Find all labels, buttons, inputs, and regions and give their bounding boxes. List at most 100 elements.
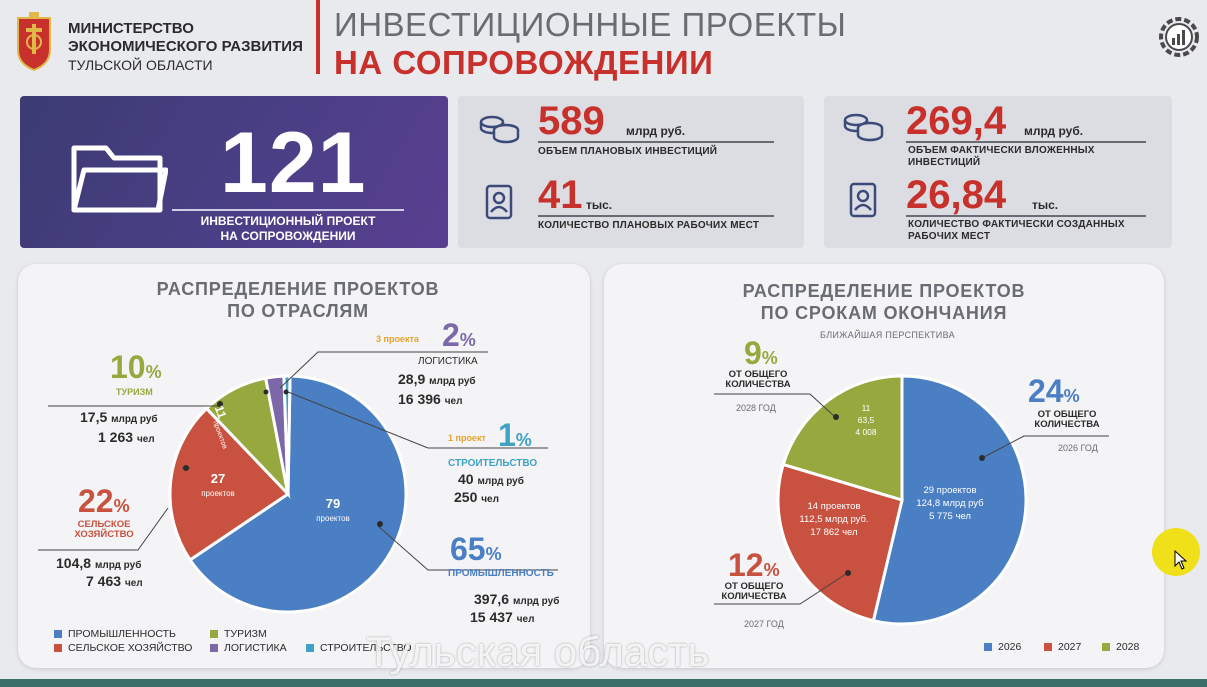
planned-investment-unit: млрд руб.: [626, 124, 686, 138]
pie-slice-2028: [781, 374, 904, 503]
actual-jobs-caption: КОЛИЧЕСТВО ФАКТИЧЕСКИ СОЗДАННЫХ РАБОЧИХ …: [908, 219, 1125, 243]
legend-swatch: [54, 630, 62, 638]
legend-swatch: [210, 644, 218, 652]
legend-label: 2026: [998, 641, 1022, 653]
legend-item-construction: СТРОИТЕЛЬСТВО: [306, 642, 412, 654]
coins-icon: [479, 115, 520, 144]
pie-slice-construction: [282, 374, 292, 495]
deadline-pie-chart: [714, 374, 1109, 626]
y2026-slice-line-1: 29 проектов: [923, 485, 977, 496]
industry-percent-sign: %: [485, 544, 502, 564]
legend-label: ПРОМЫШЛЕННОСТЬ: [68, 628, 176, 640]
legend-item-2026: 2026: [984, 641, 1021, 653]
agri-money-value: 104,8: [56, 555, 92, 571]
industry-title-line-1: РАСПРЕДЕЛЕНИЕ ПРОЕКТОВ: [156, 279, 440, 299]
y2027-slice-line-2: 112,5 млрд руб.: [799, 514, 869, 525]
actual-investment-caption-line-1: ОБЪЕМ ФАКТИЧЕСКИ ВЛОЖЕННЫХ: [908, 145, 1095, 156]
logistics-money-unit: млрд руб: [429, 376, 476, 387]
deadline-leader-dots: [833, 414, 985, 576]
agri-name: СЕЛЬСКОЕ ХОЗЯЙСТВО: [74, 519, 134, 541]
tourism-money: 17,5 млрд руб: [80, 409, 158, 425]
logistics-name: ЛОГИСТИКА: [418, 356, 478, 367]
logistics-percent-sign: %: [459, 330, 476, 350]
bottom-strip: [0, 679, 1207, 687]
actual-investment-value: 269,4: [906, 99, 1007, 143]
y2026-percent-value: 24: [1028, 373, 1064, 409]
industry-money: 397,6 млрд руб: [474, 591, 560, 607]
logistics-people-unit: чел: [444, 396, 463, 407]
agri-slice-count-label: проектов: [201, 489, 235, 498]
agri-people-unit: чел: [124, 578, 143, 589]
agri-percent-value: 22: [78, 483, 114, 519]
y2028-percent: 9%: [744, 335, 778, 371]
folder-icon: [71, 145, 168, 213]
pie-slice-2027: [776, 462, 904, 623]
agri-name-line-1: СЕЛЬСКОЕ: [77, 519, 131, 530]
legend-swatch: [54, 644, 62, 652]
industry-people-unit: чел: [516, 614, 535, 625]
coins-icon: [843, 113, 884, 142]
planned-jobs-value: 41: [538, 173, 583, 217]
y2028-slice-line-2: 63,5: [857, 415, 875, 425]
y2027-of-total: ОТ ОБЩЕГО КОЛИЧЕСТВА: [712, 581, 796, 603]
deadline-panel: РАСПРЕДЕЛЕНИЕ ПРОЕКТОВ ПО СРОКАМ ОКОНЧАН…: [604, 264, 1164, 668]
planned-investment-value: 589: [538, 99, 605, 143]
industry-money-value: 397,6: [474, 591, 510, 607]
construction-money-unit: млрд руб: [477, 476, 524, 487]
actual-investment-unit: млрд руб.: [1024, 124, 1084, 138]
region-emblem-icon: [17, 12, 51, 72]
projects-caption-line-1: ИНВЕСТИЦИОННЫЙ ПРОЕКТ: [200, 214, 376, 228]
construction-people-value: 250: [454, 489, 478, 505]
y2027-percent-sign: %: [763, 560, 780, 580]
construction-percent-value: 1: [498, 417, 516, 453]
person-card-icon: [485, 184, 513, 220]
logistics-people: 16 396 чел: [398, 391, 463, 407]
legend-item-2027: 2027: [1044, 641, 1081, 653]
legend-label: 2028: [1116, 641, 1140, 653]
construction-money-value: 40: [458, 471, 474, 487]
logistics-percent-value: 2: [442, 317, 460, 353]
ministry-name: МИНИСТЕРСТВО ЭКОНОМИЧЕСКОГО РАЗВИТИЯ ТУЛ…: [68, 20, 303, 74]
construction-name: СТРОИТЕЛЬСТВО: [448, 458, 538, 469]
page-title-line-2: НА СОПРОВОЖДЕНИИ: [334, 44, 714, 81]
y2026-slice-line-3: 5 775 чел: [929, 511, 971, 522]
construction-percent: 1%: [498, 417, 532, 453]
agri-people: 7 463 чел: [86, 573, 143, 589]
industry-people-value: 15 437: [470, 609, 513, 625]
tourism-percent-value: 10: [110, 349, 146, 385]
industry-money-unit: млрд руб: [512, 596, 560, 607]
agri-money-unit: млрд руб: [94, 560, 142, 571]
ministry-line-1: МИНИСТЕРСТВО: [68, 20, 194, 37]
tourism-money-unit: млрд руб: [111, 414, 158, 425]
industry-people: 15 437 чел: [470, 609, 535, 625]
legend-label: ТУРИЗМ: [224, 628, 267, 640]
logistics-count: 3 проекта: [376, 334, 419, 344]
deadline-panel-title: РАСПРЕДЕЛЕНИЕ ПРОЕКТОВ ПО СРОКАМ ОКОНЧАН…: [694, 280, 1074, 324]
y2027-of-total-line-2: КОЛИЧЕСТВА: [721, 591, 787, 603]
y2028-of-total-line-1: ОТ ОБЩЕГО: [728, 369, 788, 380]
logistics-money-value: 28,9: [398, 371, 426, 387]
actual-jobs-unit: тыс.: [1032, 198, 1059, 212]
y2026-percent: 24%: [1028, 373, 1080, 409]
legend-swatch: [1044, 643, 1052, 651]
industry-slice-count: 79: [325, 496, 341, 511]
deadline-leader-lines: [714, 393, 1109, 605]
page-title-line-1: ИНВЕСТИЦИОННЫЕ ПРОЕКТЫ: [334, 6, 847, 43]
legend-item-logistics: ЛОГИСТИКА: [210, 642, 287, 654]
projects-count-divider: [172, 209, 404, 211]
y2028-percent-sign: %: [761, 348, 778, 368]
construction-people: 250 чел: [454, 489, 499, 505]
header-divider: [316, 0, 320, 74]
legend-swatch: [210, 630, 218, 638]
industry-percent: 65%: [450, 531, 502, 567]
projects-caption-line-2: НА СОПРОВОЖДЕНИИ: [220, 229, 356, 243]
agri-percent-sign: %: [113, 496, 130, 516]
legend-label: 2027: [1058, 641, 1082, 653]
y2028-of-total-line-2: КОЛИЧЕСТВА: [725, 379, 791, 391]
tourism-name: ТУРИЗМ: [116, 387, 153, 397]
projects-count-card: 121 ИНВЕСТИЦИОННЫЙ ПРОЕКТ НА СОПРОВОЖДЕН…: [20, 96, 448, 248]
ministry-line-2: ЭКОНОМИЧЕСКОГО РАЗВИТИЯ: [68, 38, 303, 55]
projects-count-value: 121: [220, 115, 367, 211]
actual-jobs-divider: [906, 215, 1146, 217]
y2027-slice-line-1: 14 проектов: [807, 501, 861, 512]
